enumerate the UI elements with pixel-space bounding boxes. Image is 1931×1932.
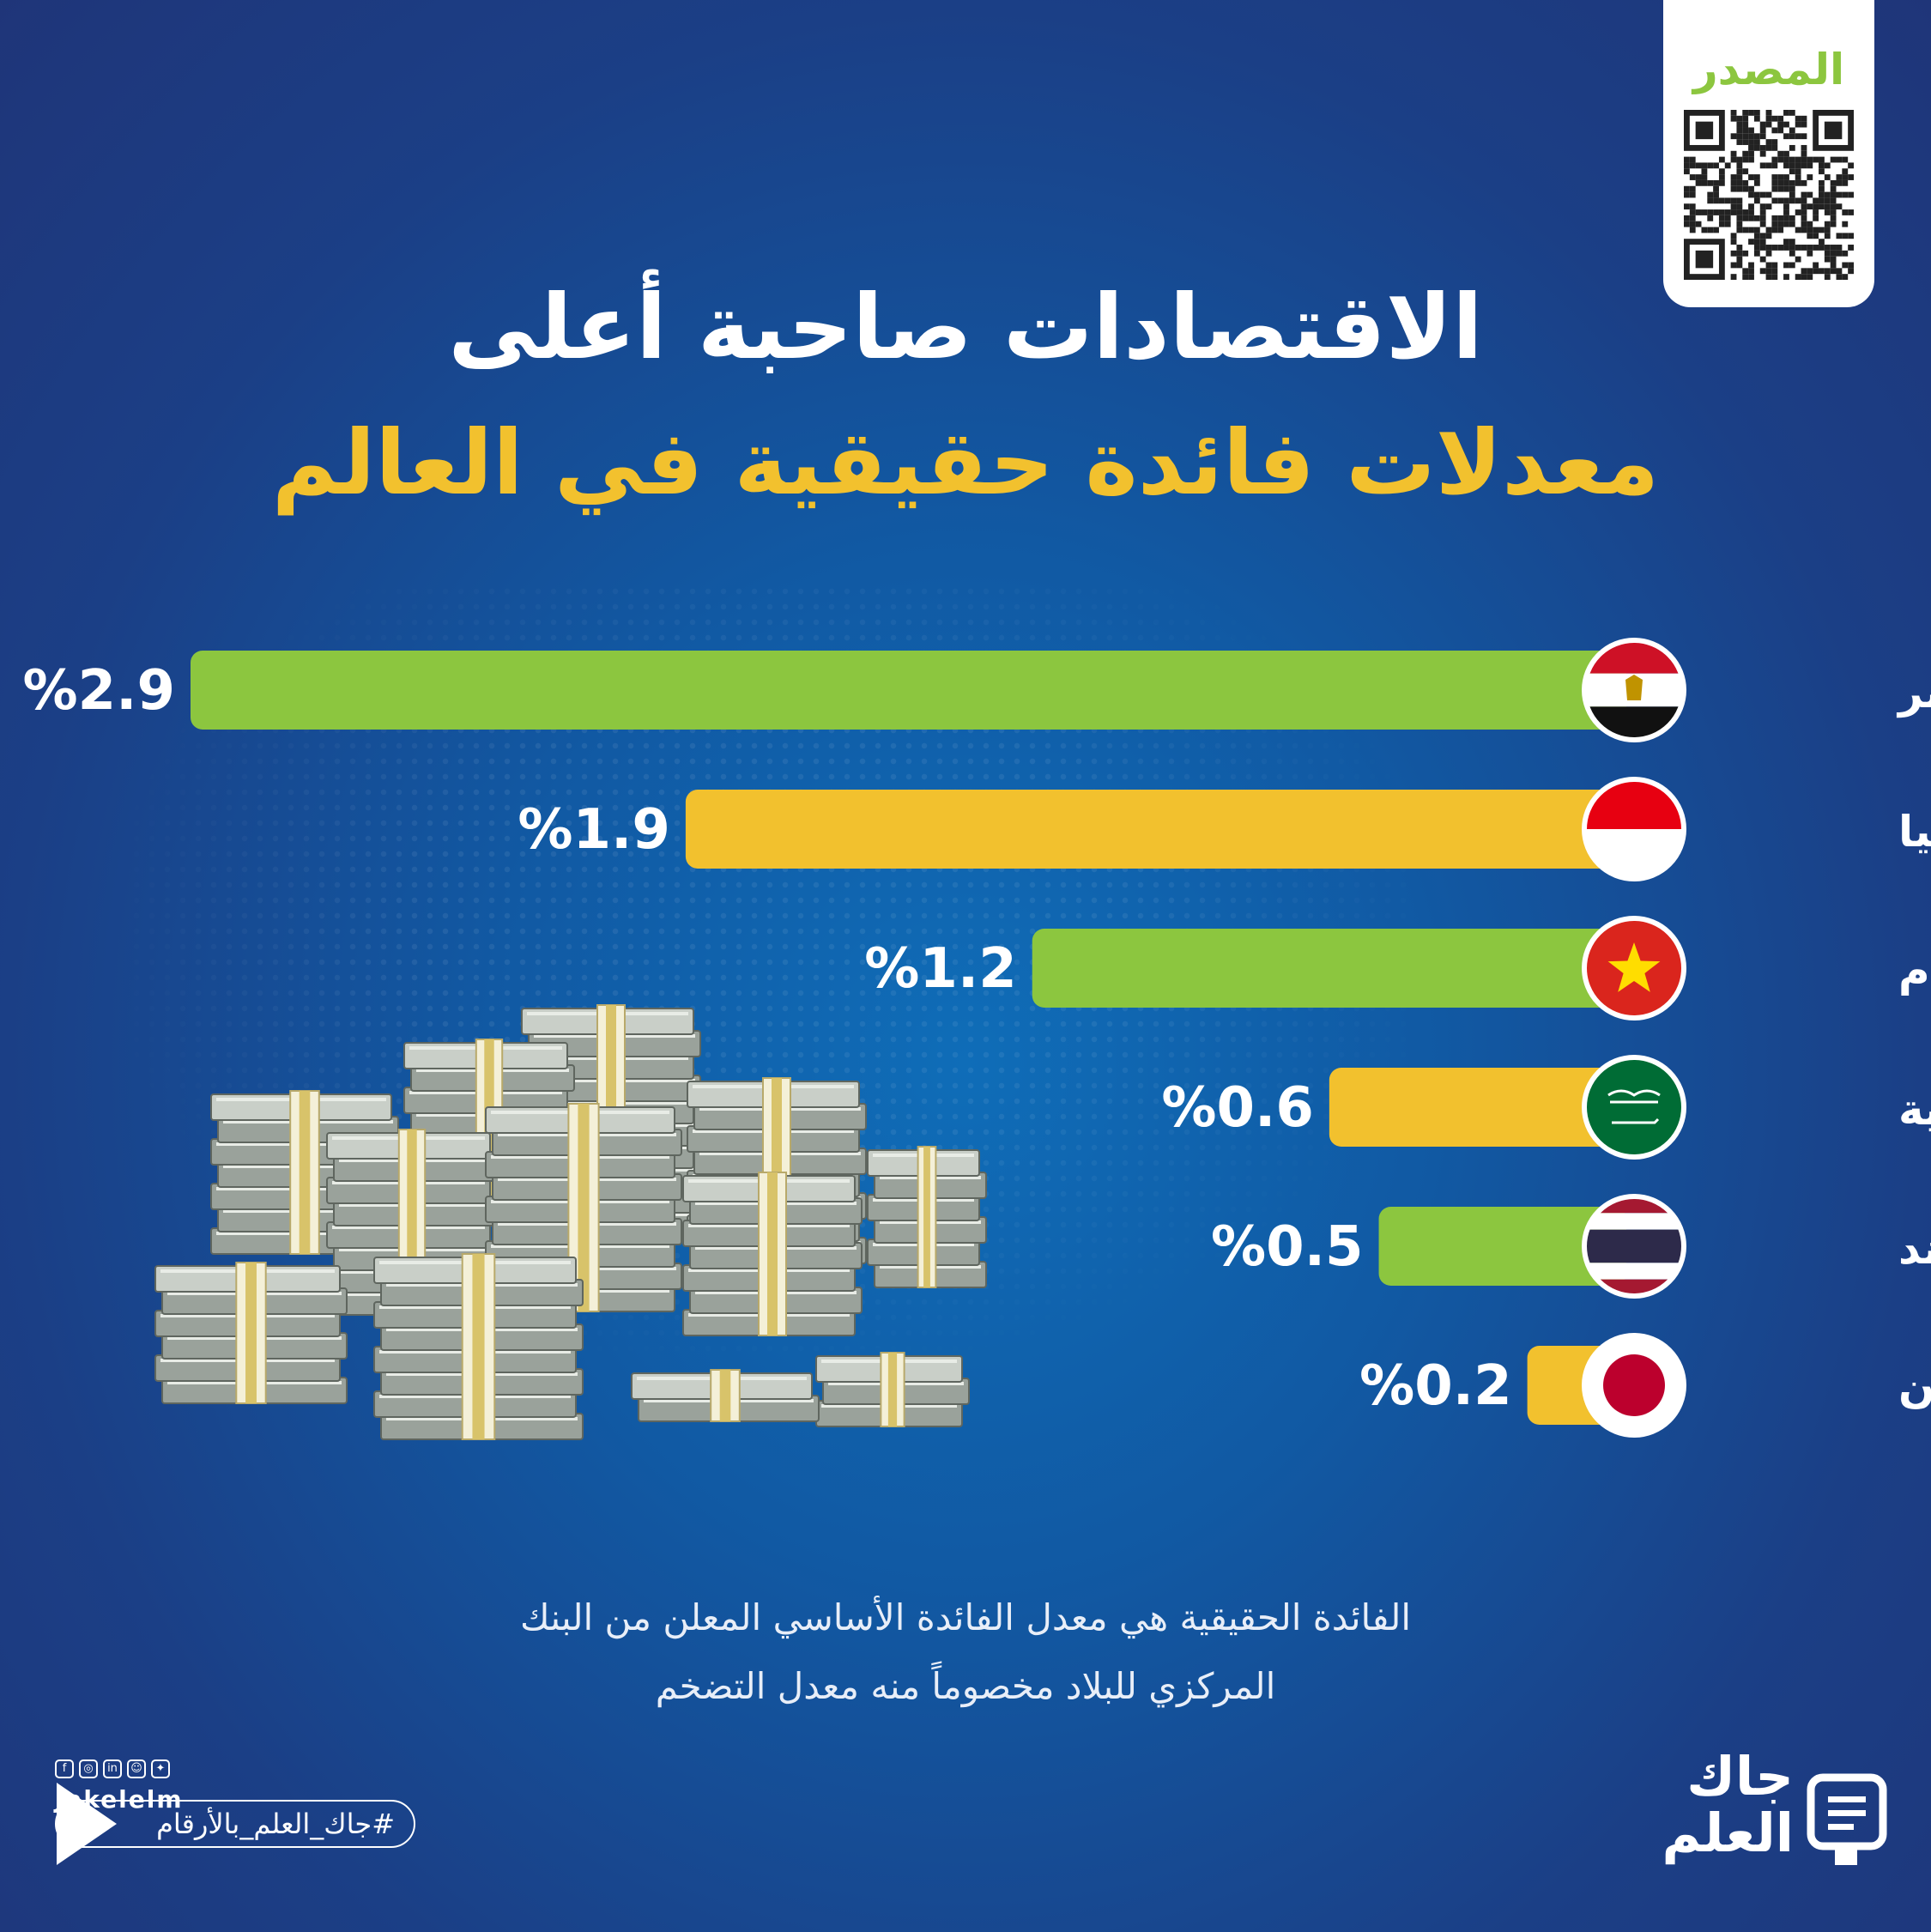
title-line-1: الاقتصادات صاحبة أعلى <box>448 275 1483 379</box>
egypt-flag-icon <box>1582 638 1686 742</box>
money-stack <box>682 1172 863 1336</box>
brand-line-2: العلم <box>1662 1802 1794 1864</box>
chat-bubble-icon <box>1807 1773 1887 1865</box>
category-label: السعودية <box>1898 1085 1931 1136</box>
facebook-icon[interactable]: f <box>55 1759 74 1778</box>
vietnam-flag-icon <box>1582 916 1686 1021</box>
brand-name: جاك العلم <box>1622 1748 1794 1862</box>
bar <box>191 651 1626 730</box>
bar <box>685 790 1627 869</box>
twitter-icon[interactable]: ✦ <box>151 1759 170 1778</box>
category-label: فيتنام <box>1898 946 1931 996</box>
source-label: المصدر <box>1692 45 1845 94</box>
footnote: الفائدة الحقيقية هي معدل الفائدة الأساسي… <box>0 1584 1931 1721</box>
title-line-2: معدلات فائدة حقيقية في العالم <box>271 410 1660 515</box>
bar <box>1329 1068 1626 1147</box>
money-stack <box>815 1352 970 1427</box>
saudi-flag-icon <box>1582 1055 1686 1160</box>
hashtag-text: #جاك_العلم_بالأرقام <box>156 1808 395 1840</box>
bar-value-label: %0.5 <box>1211 1215 1364 1279</box>
bar <box>1378 1207 1626 1286</box>
footnote-line-1: الفائدة الحقيقية هي معدل الفائدة الأساسي… <box>519 1596 1412 1638</box>
bar-value-label: %0.6 <box>1161 1076 1314 1140</box>
bar-value-label: %1.2 <box>864 937 1017 1001</box>
instagram-icon[interactable]: ◎ <box>79 1759 98 1778</box>
indonesia-flag-icon <box>1582 777 1686 881</box>
play-icon <box>57 1783 117 1865</box>
category-label: اليابان <box>1898 1363 1931 1413</box>
money-stack <box>631 1369 820 1422</box>
thailand-flag-icon <box>1582 1194 1686 1299</box>
category-label: تايلاند <box>1898 1224 1931 1274</box>
footnote-line-2: المركزي للبلاد مخصوماً منه معدل التضخم <box>655 1665 1276 1707</box>
money-stack <box>867 1146 987 1288</box>
bar-value-label: %1.9 <box>518 798 670 862</box>
source-card[interactable]: المصدر <box>1663 0 1874 307</box>
money-stack <box>373 1253 584 1440</box>
money-stack <box>154 1262 348 1404</box>
money-stacks-illustration <box>154 1004 987 1440</box>
category-label: إندونيسيا <box>1898 807 1931 857</box>
bar-value-label: %2.9 <box>23 659 176 723</box>
hashtag-pill[interactable]: #جاك_العلم_بالأرقام <box>55 1783 415 1865</box>
snapchat-icon[interactable]: ☺ <box>127 1759 146 1778</box>
qr-code-icon[interactable] <box>1684 110 1854 280</box>
brand-line-1: جاك <box>1686 1745 1794 1808</box>
social-icons: f ◎ in ☺ ✦ <box>55 1759 170 1778</box>
linkedin-icon[interactable]: in <box>103 1759 122 1778</box>
bar <box>1032 929 1626 1008</box>
bar-value-label: %0.2 <box>1359 1354 1512 1418</box>
category-label: مصر <box>1896 668 1931 718</box>
brand-logo[interactable]: جاك العلم <box>1631 1748 1888 1875</box>
japan-flag-icon <box>1582 1333 1686 1438</box>
